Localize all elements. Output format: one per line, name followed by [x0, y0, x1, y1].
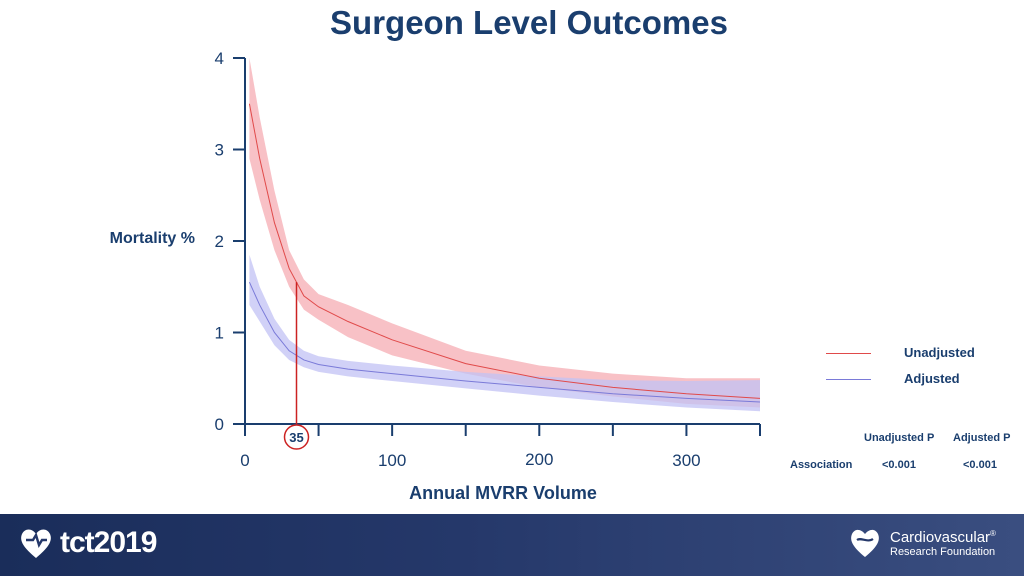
chart-plot: 35 0 1 2 3 4 0 100 200 300 Mortality % Annual MVRR…: [110, 49, 761, 503]
band-unadjusted: [249, 58, 760, 408]
band-adjusted: [249, 254, 760, 412]
p-value-table: Unadjusted P Adjusted P Association <0.0…: [790, 430, 1020, 476]
series-line-unadjusted: [248, 103, 761, 399]
legend-swatch-adjusted: [826, 379, 871, 380]
legend-label-adjusted: Adjusted: [904, 371, 960, 386]
crf-subtitle: Research Foundation: [890, 546, 996, 558]
y-tick-label-1: 1: [215, 324, 224, 343]
legend: Unadjusted Adjusted: [826, 344, 1016, 396]
annotation-label-35: 35: [289, 430, 303, 445]
crf-name: Cardiovascular®: [890, 529, 996, 546]
x-tick-label-200: 200: [525, 450, 553, 469]
legend-swatch-unadjusted: [826, 353, 871, 354]
x-axis-title: Annual MVRR Volume: [409, 483, 597, 503]
p-value-adjusted: <0.001: [963, 459, 997, 471]
p-header-unadjusted: Unadjusted P: [864, 432, 935, 444]
chart-title: Surgeon Level Outcomes: [330, 4, 728, 41]
tct-logo: tct2019: [18, 526, 157, 560]
annotation-circle-35: [283, 424, 310, 450]
y-tick-label-2: 2: [215, 232, 224, 251]
x-tick-label-300: 300: [672, 451, 700, 470]
x-tick-label-0: 0: [240, 451, 249, 470]
y-tick-label-0: 0: [215, 415, 224, 434]
footer-bar: tct2019 Cardiovascular® Research Foundat…: [0, 514, 1024, 576]
crf-logo: Cardiovascular® Research Foundation: [848, 526, 996, 560]
series-line-adjusted: [248, 281, 761, 403]
y-tick-label-3: 3: [215, 141, 224, 160]
legend-item-unadjusted: Unadjusted: [826, 344, 1016, 370]
y-tick-label-4: 4: [215, 49, 224, 68]
legend-item-adjusted: Adjusted: [826, 370, 1016, 396]
x-tick-label-100: 100: [378, 451, 406, 470]
p-row-label: Association: [790, 459, 853, 471]
p-header-adjusted: Adjusted P: [953, 432, 1011, 444]
p-value-unadjusted: <0.001: [882, 459, 916, 471]
legend-label-unadjusted: Unadjusted: [904, 345, 975, 360]
heart-logo-icon: [21, 529, 51, 558]
y-axis-title: Mortality %: [110, 230, 195, 247]
tct-logo-text: tct2019: [60, 526, 157, 559]
crf-heart-icon: [851, 529, 879, 557]
